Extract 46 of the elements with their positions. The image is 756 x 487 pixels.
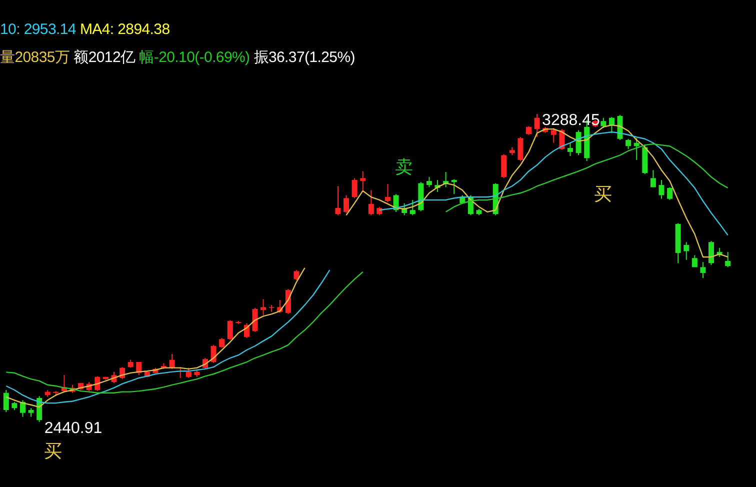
candlestick	[518, 136, 524, 162]
candlestick	[384, 183, 390, 203]
candlestick	[252, 307, 258, 332]
candlestick	[451, 178, 457, 195]
text: 幅-20.10(-0.69%)	[139, 49, 250, 66]
candlestick	[344, 194, 350, 214]
candlestick	[725, 251, 731, 268]
candlestick	[600, 117, 606, 128]
candlestick	[608, 116, 614, 134]
candlestick	[626, 138, 632, 150]
candlestick	[260, 298, 266, 316]
candlestick	[700, 262, 706, 279]
annotation: 2440.91	[44, 420, 102, 437]
text: 10: 2953.14	[0, 21, 76, 38]
candlestick	[227, 320, 233, 340]
candlestick	[219, 338, 225, 348]
candlestick	[3, 389, 9, 413]
text: 额2012亿	[74, 49, 136, 66]
text: 量20835万	[0, 49, 70, 66]
annotation: 买	[594, 183, 612, 206]
candlestick	[684, 242, 690, 260]
candlestick	[335, 186, 341, 216]
text: 振36.37(1.25%)	[254, 49, 355, 66]
candlestick	[20, 400, 26, 418]
candlestick	[534, 114, 540, 138]
candlestick	[567, 142, 573, 156]
candlestick	[294, 270, 300, 281]
candlestick	[426, 176, 432, 188]
candlestick	[708, 240, 714, 266]
candlestick	[368, 190, 374, 216]
annotation: 卖	[395, 156, 413, 179]
text: MA4: 2894.38	[80, 21, 170, 38]
candlestick	[210, 344, 216, 364]
candlestick	[634, 138, 640, 160]
candlestick	[658, 179, 664, 200]
candlestick	[667, 186, 673, 200]
candlestick	[501, 154, 507, 179]
candlestick	[94, 376, 100, 392]
candlestick	[352, 178, 358, 199]
candlestick	[550, 127, 556, 144]
candlestick	[410, 199, 416, 216]
annotation: 3288.45	[542, 112, 600, 129]
candlestick	[360, 170, 366, 191]
text: 买	[44, 440, 62, 463]
candlestick	[186, 367, 192, 378]
candlestick	[650, 170, 656, 188]
